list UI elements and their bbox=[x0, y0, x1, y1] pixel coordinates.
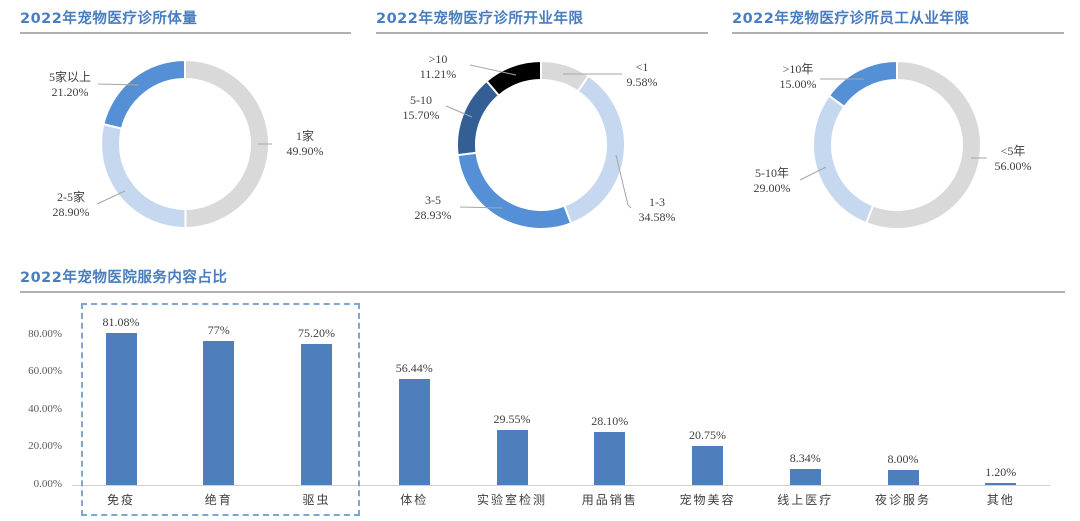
bar-value-label: 75.20% bbox=[298, 326, 335, 340]
donut-slice bbox=[456, 79, 501, 157]
slice-value: 15.00% bbox=[779, 77, 817, 91]
slice-name: 5-10年 bbox=[755, 166, 789, 180]
bar bbox=[887, 470, 919, 485]
donut-slice bbox=[563, 74, 626, 225]
donut2-label-gt10: >10 11.21% bbox=[408, 52, 468, 82]
slice-name: 1家 bbox=[295, 129, 314, 143]
bar bbox=[398, 379, 430, 485]
donut-slice bbox=[485, 59, 542, 97]
donut2-label-1to3: 1-3 34.58% bbox=[628, 195, 686, 225]
slice-value: 28.93% bbox=[414, 208, 452, 222]
slice-value: 28.90% bbox=[52, 205, 90, 219]
bar-value-label: 20.75% bbox=[689, 428, 726, 443]
bar-value-label: 81.08% bbox=[102, 314, 140, 329]
slice-value: 56.00% bbox=[994, 159, 1032, 173]
y-tick-60: 60.00% bbox=[28, 365, 62, 377]
donut1-title: 2022年宠物医疗诊所体量 bbox=[20, 11, 198, 27]
donut2-title-rule bbox=[376, 32, 708, 34]
x-category-label: 免疫 bbox=[106, 493, 135, 507]
donut-slice bbox=[456, 151, 573, 230]
donut3-title: 2022年宠物医疗诊所员工从业年限 bbox=[732, 11, 970, 27]
donut1-label-1: 1家 49.90% bbox=[270, 129, 340, 159]
x-category-label: 驱虫 bbox=[302, 493, 331, 507]
donut3-label-5to10y: 5-10年 29.00% bbox=[742, 166, 802, 196]
slice-name: >10年 bbox=[782, 62, 814, 76]
donut-slice bbox=[184, 58, 270, 230]
slice-name: 5家以上 bbox=[48, 70, 91, 84]
bar-value-label: 1.20% bbox=[985, 464, 1017, 479]
donut-slice bbox=[102, 58, 186, 130]
y-tick-80: 80.00% bbox=[28, 328, 62, 340]
leader-lines bbox=[96, 64, 987, 209]
bar-value-label: 29.55% bbox=[493, 411, 531, 426]
donut2-label-lt1: <1 9.58% bbox=[612, 60, 672, 90]
bar-value-label: 8.34% bbox=[789, 451, 821, 466]
donut1-title-rule bbox=[20, 32, 351, 34]
donut3-title-rule bbox=[732, 32, 1064, 34]
bar bbox=[496, 429, 528, 485]
slice-value: 15.70% bbox=[402, 108, 440, 122]
slice-value: 21.20% bbox=[51, 85, 89, 99]
x-category-label: 夜诊服务 bbox=[874, 493, 931, 507]
donut-chart-staff-experience bbox=[812, 59, 982, 230]
slice-value: 49.90% bbox=[286, 144, 324, 158]
x-category-label: 实验室检测 bbox=[476, 493, 547, 507]
slice-name: >10 bbox=[428, 52, 448, 66]
x-category-label: 用品销售 bbox=[581, 493, 638, 507]
highlight-dashed-box bbox=[81, 303, 360, 516]
donut-charts-canvas bbox=[96, 58, 987, 230]
slice-name: <5年 bbox=[1000, 144, 1026, 158]
slice-value: 34.58% bbox=[638, 210, 676, 224]
slice-name: 5-10 bbox=[410, 93, 432, 107]
donut3-label-lt5y: <5年 56.00% bbox=[982, 144, 1044, 174]
x-axis-baseline bbox=[72, 485, 1050, 486]
x-category-label: 宠物美容 bbox=[679, 493, 736, 507]
donut-chart-clinic-scale bbox=[100, 58, 270, 230]
x-category-label: 线上医疗 bbox=[777, 493, 834, 507]
y-tick-20: 20.00% bbox=[28, 440, 62, 452]
bar-value-label: 28.10% bbox=[591, 414, 629, 429]
x-category-label: 绝育 bbox=[204, 493, 233, 507]
barchart-title-rule bbox=[20, 291, 1065, 293]
barchart-title: 2022年宠物医院服务内容占比 bbox=[20, 270, 228, 286]
slice-name: 3-5 bbox=[425, 193, 441, 207]
bar-value-label: 8.00% bbox=[887, 452, 919, 466]
x-category-label: 体检 bbox=[400, 493, 429, 507]
bar bbox=[692, 446, 723, 485]
donut2-label-3to5: 3-5 28.93% bbox=[404, 193, 462, 223]
donut-slice bbox=[827, 59, 898, 109]
y-tick-0: 0.00% bbox=[33, 478, 62, 490]
slice-name: 1-3 bbox=[649, 195, 665, 209]
donut1-label-5plus: 5家以上 21.20% bbox=[40, 70, 100, 100]
slice-name: 2-5家 bbox=[57, 190, 85, 204]
bar bbox=[789, 469, 821, 485]
donut1-label-2to5: 2-5家 28.90% bbox=[40, 190, 102, 220]
x-category-label: 其他 bbox=[986, 493, 1015, 507]
donut-slice bbox=[100, 122, 187, 229]
slice-value: 9.58% bbox=[626, 75, 658, 89]
y-tick-40: 40.00% bbox=[28, 403, 62, 415]
donut-slice bbox=[864, 59, 982, 230]
bar bbox=[105, 332, 137, 485]
bar-value-label: 56.44% bbox=[395, 361, 433, 376]
donut-slice bbox=[812, 94, 875, 225]
slice-name: <1 bbox=[635, 60, 649, 74]
bar bbox=[594, 432, 626, 485]
bar bbox=[301, 344, 332, 485]
slice-value: 11.21% bbox=[419, 67, 457, 81]
donut2-label-5to10: 5-10 15.70% bbox=[390, 93, 452, 123]
slice-value: 29.00% bbox=[753, 181, 791, 195]
bar-value-label: 77% bbox=[207, 322, 230, 337]
bar bbox=[203, 340, 235, 485]
donut3-label-gt10y: >10年 15.00% bbox=[768, 62, 828, 92]
donut-chart-clinic-years-open bbox=[456, 59, 626, 230]
bar bbox=[985, 482, 1017, 485]
donut2-title: 2022年宠物医疗诊所开业年限 bbox=[376, 11, 584, 27]
